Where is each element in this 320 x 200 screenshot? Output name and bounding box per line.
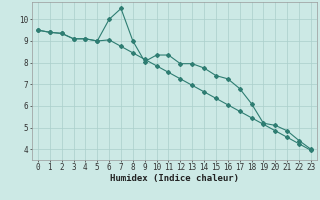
X-axis label: Humidex (Indice chaleur): Humidex (Indice chaleur) [110,174,239,183]
